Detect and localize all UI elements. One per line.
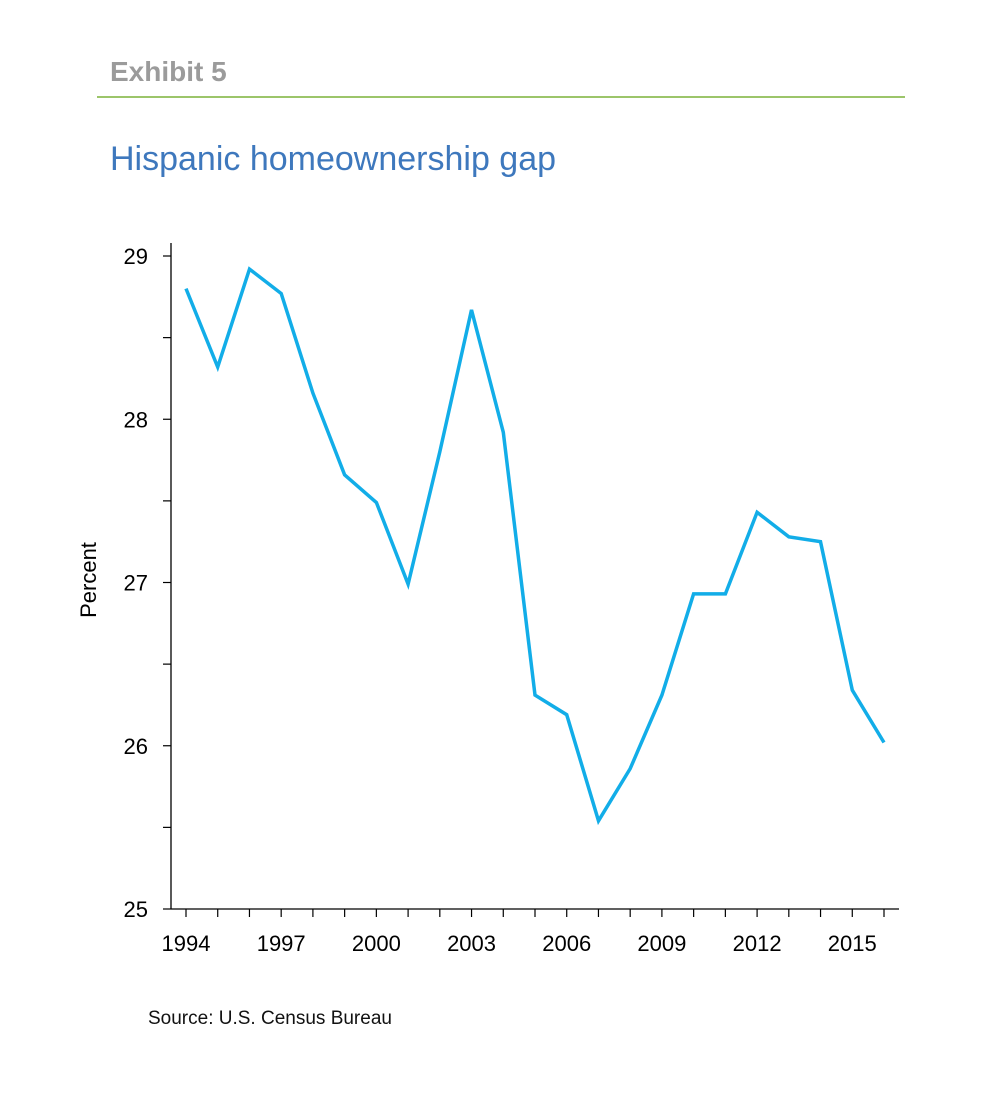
x-tick-label: 1997 bbox=[257, 931, 306, 956]
y-tick-label: 29 bbox=[124, 244, 148, 269]
chart-title: Hispanic homeownership gap bbox=[110, 140, 557, 178]
x-tick-label: 2003 bbox=[447, 931, 496, 956]
x-tick-label: 2015 bbox=[828, 931, 877, 956]
x-tick-label: 2009 bbox=[637, 931, 686, 956]
x-tick-label: 1994 bbox=[162, 931, 211, 956]
y-tick-label: 26 bbox=[124, 734, 148, 759]
series-line bbox=[184, 266, 886, 826]
y-tick-label: 28 bbox=[124, 407, 148, 432]
x-tick-label: 2012 bbox=[733, 931, 782, 956]
source-note: Source: U.S. Census Bureau bbox=[148, 1008, 392, 1029]
y-tick-label: 27 bbox=[124, 571, 148, 596]
y-tick-label: 25 bbox=[124, 897, 148, 922]
x-tick-label: 2006 bbox=[542, 931, 591, 956]
exhibit-label: Exhibit 5 bbox=[110, 56, 227, 87]
y-axis-label: Percent bbox=[76, 542, 101, 618]
x-tick-label: 2000 bbox=[352, 931, 401, 956]
header-divider bbox=[97, 96, 905, 98]
